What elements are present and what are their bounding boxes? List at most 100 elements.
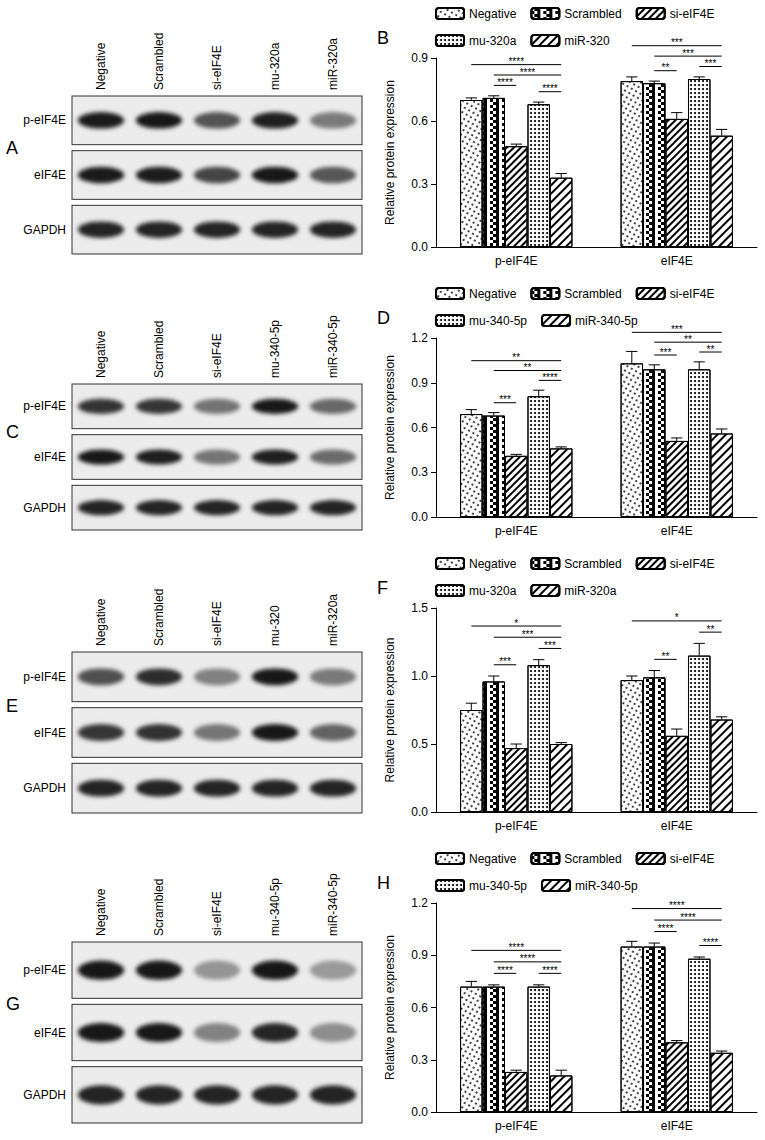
svg-text:0.0: 0.0 bbox=[411, 805, 428, 819]
svg-text:si-eIF4E: si-eIF4E bbox=[670, 557, 715, 571]
svg-text:Negative: Negative bbox=[469, 7, 517, 21]
svg-text:Scrambled: Scrambled bbox=[564, 287, 621, 301]
svg-text:si-eIF4E: si-eIF4E bbox=[210, 45, 224, 90]
svg-text:GAPDH: GAPDH bbox=[23, 781, 66, 795]
svg-text:mu-320a: mu-320a bbox=[469, 584, 517, 598]
svg-text:p-eIF4E: p-eIF4E bbox=[23, 670, 66, 684]
svg-text:si-eIF4E: si-eIF4E bbox=[670, 7, 715, 21]
svg-text:miR-340-5p: miR-340-5p bbox=[575, 879, 638, 893]
svg-text:p-eIF4E: p-eIF4E bbox=[23, 399, 66, 413]
svg-text:Negative: Negative bbox=[469, 852, 517, 866]
svg-text:****: **** bbox=[520, 67, 536, 78]
svg-text:Negative: Negative bbox=[94, 888, 108, 936]
svg-text:si-eIF4E: si-eIF4E bbox=[210, 601, 224, 646]
svg-text:1.2: 1.2 bbox=[411, 331, 428, 345]
svg-text:0.3: 0.3 bbox=[411, 177, 428, 191]
svg-text:0.6: 0.6 bbox=[411, 421, 428, 435]
svg-text:***: *** bbox=[499, 656, 511, 667]
svg-text:***: *** bbox=[499, 394, 511, 405]
svg-text:***: *** bbox=[682, 48, 694, 59]
svg-text:****: **** bbox=[703, 937, 719, 948]
svg-text:**: ** bbox=[707, 624, 715, 635]
svg-text:Scrambled: Scrambled bbox=[152, 879, 166, 936]
svg-text:miR-320a: miR-320a bbox=[564, 584, 616, 598]
svg-text:*: * bbox=[675, 612, 679, 623]
svg-text:Negative: Negative bbox=[94, 598, 108, 646]
svg-text:B: B bbox=[377, 28, 389, 48]
svg-text:Negative: Negative bbox=[94, 330, 108, 378]
svg-text:Negative: Negative bbox=[469, 287, 517, 301]
svg-text:**: ** bbox=[662, 62, 670, 73]
svg-text:miR-340-5p: miR-340-5p bbox=[326, 873, 340, 936]
svg-text:0.3: 0.3 bbox=[411, 465, 428, 479]
svg-text:Relative protein expression: Relative protein expression bbox=[383, 935, 397, 1080]
svg-text:Scrambled: Scrambled bbox=[152, 589, 166, 646]
svg-text:Negative: Negative bbox=[94, 42, 108, 90]
svg-text:mu-320: mu-320 bbox=[268, 605, 282, 646]
svg-text:****: **** bbox=[542, 83, 558, 94]
svg-text:eIF4E: eIF4E bbox=[661, 254, 693, 268]
svg-text:eIF4E: eIF4E bbox=[661, 524, 693, 538]
svg-text:1.0: 1.0 bbox=[411, 669, 428, 683]
svg-text:miR-340-5p: miR-340-5p bbox=[575, 314, 638, 328]
svg-text:D: D bbox=[377, 308, 390, 328]
svg-text:C: C bbox=[6, 422, 19, 442]
svg-text:mu-340-5p: mu-340-5p bbox=[469, 314, 527, 328]
svg-text:***: *** bbox=[671, 37, 683, 48]
svg-text:**: ** bbox=[524, 362, 532, 373]
svg-text:si-eIF4E: si-eIF4E bbox=[670, 852, 715, 866]
svg-text:**: ** bbox=[512, 352, 520, 363]
svg-text:****: **** bbox=[508, 56, 524, 67]
svg-text:p-eIF4E: p-eIF4E bbox=[23, 113, 66, 127]
svg-text:eIF4E: eIF4E bbox=[661, 1119, 693, 1133]
svg-text:Scrambled: Scrambled bbox=[564, 557, 621, 571]
svg-text:Relative protein expression: Relative protein expression bbox=[383, 80, 397, 225]
svg-text:**: ** bbox=[662, 651, 670, 662]
svg-text:miR-320a: miR-320a bbox=[326, 594, 340, 646]
svg-text:1.5: 1.5 bbox=[411, 601, 428, 615]
svg-text:0.3: 0.3 bbox=[411, 1053, 428, 1067]
svg-text:miR-320: miR-320 bbox=[564, 34, 610, 48]
svg-text:0.0: 0.0 bbox=[411, 240, 428, 254]
svg-text:si-eIF4E: si-eIF4E bbox=[210, 891, 224, 936]
svg-text:****: **** bbox=[520, 953, 536, 964]
svg-text:0.9: 0.9 bbox=[411, 948, 428, 962]
svg-text:miR-340-5p: miR-340-5p bbox=[326, 315, 340, 378]
svg-text:eIF4E: eIF4E bbox=[34, 450, 66, 464]
svg-text:Scrambled: Scrambled bbox=[152, 33, 166, 90]
svg-text:Scrambled: Scrambled bbox=[564, 7, 621, 21]
svg-text:Negative: Negative bbox=[469, 557, 517, 571]
svg-text:G: G bbox=[6, 994, 20, 1014]
svg-text:*: * bbox=[514, 618, 518, 629]
svg-text:0.0: 0.0 bbox=[411, 510, 428, 524]
svg-text:****: **** bbox=[658, 923, 674, 934]
svg-text:****: **** bbox=[497, 77, 513, 88]
svg-text:eIF4E: eIF4E bbox=[34, 726, 66, 740]
svg-text:GAPDH: GAPDH bbox=[23, 501, 66, 515]
svg-text:0.0: 0.0 bbox=[411, 1105, 428, 1119]
svg-text:0.9: 0.9 bbox=[411, 376, 428, 390]
svg-text:Scrambled: Scrambled bbox=[152, 321, 166, 378]
svg-text:p-eIF4E: p-eIF4E bbox=[23, 963, 66, 977]
svg-text:GAPDH: GAPDH bbox=[23, 223, 66, 237]
svg-text:1.2: 1.2 bbox=[411, 896, 428, 910]
svg-text:Relative protein expression: Relative protein expression bbox=[383, 638, 397, 783]
svg-text:F: F bbox=[377, 578, 388, 598]
svg-text:***: *** bbox=[705, 58, 717, 69]
svg-text:A: A bbox=[6, 138, 18, 158]
svg-text:***: *** bbox=[660, 347, 672, 358]
svg-text:si-eIF4E: si-eIF4E bbox=[210, 333, 224, 378]
svg-text:****: **** bbox=[497, 965, 513, 976]
svg-text:si-eIF4E: si-eIF4E bbox=[670, 287, 715, 301]
svg-text:***: *** bbox=[544, 640, 556, 651]
svg-text:Scrambled: Scrambled bbox=[564, 852, 621, 866]
svg-text:****: **** bbox=[669, 900, 685, 911]
svg-text:E: E bbox=[6, 696, 18, 716]
svg-text:p-eIF4E: p-eIF4E bbox=[495, 524, 538, 538]
svg-text:0.6: 0.6 bbox=[411, 114, 428, 128]
svg-text:eIF4E: eIF4E bbox=[34, 1026, 66, 1040]
svg-text:****: **** bbox=[542, 965, 558, 976]
svg-text:mu-340-5p: mu-340-5p bbox=[268, 878, 282, 936]
svg-text:p-eIF4E: p-eIF4E bbox=[495, 1119, 538, 1133]
svg-text:**: ** bbox=[707, 344, 715, 355]
